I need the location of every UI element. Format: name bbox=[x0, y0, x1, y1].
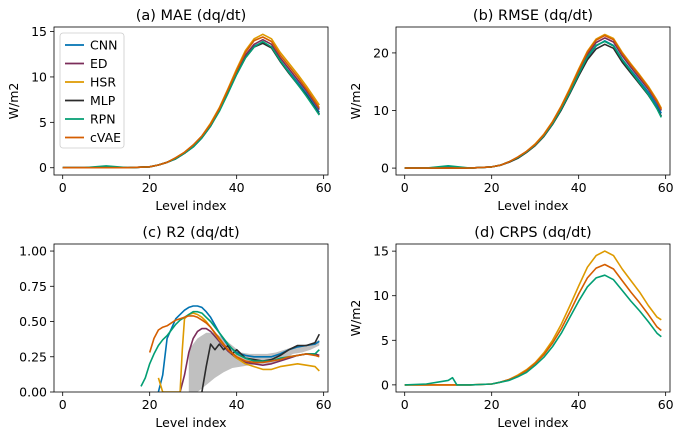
y-tick-label: 5 bbox=[381, 333, 389, 348]
legend-label-ED: ED bbox=[90, 56, 108, 71]
chart-title: (d) CRPS (dq/dt) bbox=[474, 225, 591, 241]
x-tick-label: 0 bbox=[59, 180, 67, 195]
y-tick-label: 0 bbox=[381, 377, 389, 392]
y-tick-label: 20 bbox=[373, 45, 389, 60]
x-tick-label: 40 bbox=[229, 397, 245, 412]
y-axis-label: W/m2 bbox=[348, 300, 363, 337]
y-axis-label: W/m2 bbox=[6, 83, 21, 120]
chart-title: (c) R2 (dq/dt) bbox=[142, 225, 239, 241]
x-tick-label: 60 bbox=[658, 397, 674, 412]
x-tick-label: 20 bbox=[142, 180, 158, 195]
y-tick-label: 15 bbox=[31, 24, 47, 39]
legend-label-RPN: RPN bbox=[90, 112, 116, 127]
y-tick-label: 15 bbox=[373, 244, 389, 259]
chart-panel-1: 0 20 40 60 0 10 20 (b) RMSE (dq/dt) Level index W… bbox=[348, 8, 674, 213]
axes-frame bbox=[53, 26, 329, 176]
x-tick-label: 20 bbox=[484, 397, 500, 412]
x-tick-label: 60 bbox=[316, 180, 332, 195]
chart-title: (b) RMSE (dq/dt) bbox=[473, 8, 593, 24]
chart-panel-0: 0 20 40 60 0 5 10 15 (a) MAE (dq/dt) Level index W… bbox=[6, 8, 332, 213]
series-line-cVAE bbox=[148, 315, 320, 364]
axes-frame bbox=[53, 243, 329, 393]
chart-title: (a) MAE (dq/dt) bbox=[136, 8, 247, 24]
axes-frame bbox=[395, 243, 671, 393]
y-tick-label: 10 bbox=[31, 69, 47, 84]
y-tick-label: 0.00 bbox=[19, 385, 47, 400]
legend: CNN ED HSR MLP RPN cVAE bbox=[59, 32, 125, 149]
series-line-ED bbox=[404, 37, 663, 169]
series-line-MLP bbox=[404, 43, 663, 169]
x-axis-label: Level index bbox=[497, 415, 568, 430]
y-tick-label: 5 bbox=[39, 115, 47, 130]
x-tick-label: 0 bbox=[59, 397, 67, 412]
x-tick-label: 0 bbox=[401, 180, 409, 195]
y-tick-label: 0 bbox=[39, 160, 47, 175]
legend-label-CNN: CNN bbox=[90, 38, 117, 53]
x-axis-label: Level index bbox=[155, 415, 226, 430]
legend-label-cVAE: cVAE bbox=[90, 130, 121, 145]
y-tick-label: 0.50 bbox=[19, 314, 47, 329]
series-line-cVAE bbox=[62, 36, 320, 169]
x-axis-label: Level index bbox=[155, 198, 226, 213]
y-tick-label: 10 bbox=[373, 103, 389, 118]
chart-panel-3: 0 20 40 60 0 5 10 15 (d) CRPS (dq/dt) Level index… bbox=[348, 225, 674, 430]
x-tick-label: 60 bbox=[316, 397, 332, 412]
plot-area bbox=[404, 250, 662, 386]
y-tick-label: 10 bbox=[373, 288, 389, 303]
plot-area bbox=[404, 33, 663, 169]
plot-area bbox=[62, 33, 320, 169]
series-line-RPN bbox=[404, 274, 662, 386]
x-axis-label: Level index bbox=[497, 198, 568, 213]
series-line-cVAE bbox=[404, 34, 663, 169]
legend-label-MLP: MLP bbox=[90, 93, 116, 108]
y-tick-label: 0.75 bbox=[19, 279, 47, 294]
x-tick-label: 0 bbox=[401, 397, 409, 412]
plot-area bbox=[140, 305, 321, 392]
y-tick-label: 1.00 bbox=[19, 244, 47, 259]
x-tick-label: 40 bbox=[229, 180, 245, 195]
x-tick-label: 60 bbox=[658, 180, 674, 195]
legend-label-HSR: HSR bbox=[90, 75, 116, 90]
series-line-RPN bbox=[404, 40, 663, 169]
x-tick-label: 20 bbox=[142, 397, 158, 412]
y-tick-label: 0.25 bbox=[19, 349, 47, 364]
y-axis-label: W/m2 bbox=[348, 83, 363, 120]
y-tick-label: 0 bbox=[381, 161, 389, 176]
chart-panel-2: 0 20 40 60 0.00 0.25 0.50 0.75 1.00 (c) R2 (dq/dt… bbox=[19, 225, 331, 430]
series-line-RPN bbox=[140, 310, 320, 387]
x-tick-label: 40 bbox=[571, 397, 587, 412]
x-tick-label: 40 bbox=[571, 180, 587, 195]
x-tick-label: 20 bbox=[484, 180, 500, 195]
axes-frame bbox=[395, 26, 671, 176]
